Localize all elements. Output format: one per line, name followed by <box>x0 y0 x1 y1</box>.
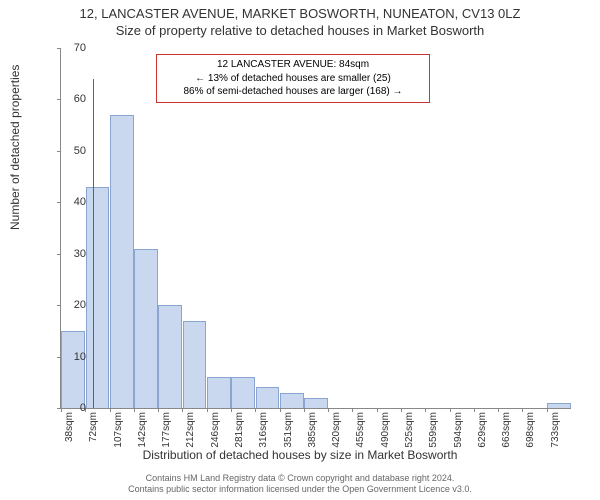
x-tick-label: 420sqm <box>331 412 342 448</box>
y-tick-label: 30 <box>46 248 86 260</box>
histogram-bar <box>280 393 304 408</box>
chart-title-line2: Size of property relative to detached ho… <box>0 21 600 38</box>
y-tick-label: 10 <box>46 351 86 363</box>
x-tick-mark <box>547 408 548 412</box>
footer-line-1: Contains HM Land Registry data © Crown c… <box>0 473 600 485</box>
x-tick-label: 629sqm <box>477 412 488 448</box>
x-tick-mark <box>280 408 281 412</box>
x-tick-label: 351sqm <box>283 412 294 448</box>
y-tick-label: 0 <box>46 402 86 414</box>
x-tick-label: 385sqm <box>307 412 318 448</box>
x-tick-label: 72sqm <box>88 412 99 442</box>
x-tick-mark <box>352 408 353 412</box>
histogram-bar <box>110 115 134 408</box>
histogram-bar <box>86 187 110 408</box>
x-tick-label: 212sqm <box>185 412 196 448</box>
x-tick-label: 177sqm <box>161 412 172 448</box>
histogram-bar <box>134 249 158 408</box>
histogram-bar <box>304 398 328 408</box>
x-tick-mark <box>158 408 159 412</box>
y-tick-label: 60 <box>46 93 86 105</box>
x-tick-mark <box>304 408 305 412</box>
chart-footer: Contains HM Land Registry data © Crown c… <box>0 473 600 496</box>
x-tick-label: 246sqm <box>210 412 221 448</box>
x-tick-label: 281sqm <box>234 412 245 448</box>
chart-plot-area: 12 LANCASTER AVENUE: 84sqm ← 13% of deta… <box>60 48 571 409</box>
x-tick-mark <box>255 408 256 412</box>
x-tick-mark <box>182 408 183 412</box>
x-tick-label: 733sqm <box>550 412 561 448</box>
x-tick-mark <box>401 408 402 412</box>
x-tick-label: 316sqm <box>258 412 269 448</box>
reference-line <box>93 79 94 408</box>
x-tick-label: 38sqm <box>64 412 75 442</box>
x-axis-label: Distribution of detached houses by size … <box>0 448 600 462</box>
histogram-bar <box>547 403 571 408</box>
x-tick-label: 142sqm <box>137 412 148 448</box>
x-tick-label: 490sqm <box>380 412 391 448</box>
x-tick-label: 663sqm <box>501 412 512 448</box>
histogram-bar <box>158 305 182 408</box>
x-tick-mark <box>328 408 329 412</box>
x-tick-label: 525sqm <box>404 412 415 448</box>
x-tick-label: 455sqm <box>355 412 366 448</box>
x-tick-mark <box>450 408 451 412</box>
info-line-2: ← 13% of detached houses are smaller (25… <box>163 72 423 86</box>
info-line-3: 86% of semi-detached houses are larger (… <box>163 85 423 99</box>
info-annotation-box: 12 LANCASTER AVENUE: 84sqm ← 13% of deta… <box>156 54 430 103</box>
x-tick-label: 107sqm <box>113 412 124 448</box>
histogram-bar <box>231 377 255 408</box>
footer-line-2: Contains public sector information licen… <box>0 484 600 496</box>
info-line-1: 12 LANCASTER AVENUE: 84sqm <box>163 58 423 72</box>
histogram-bar <box>256 387 280 408</box>
x-tick-mark <box>207 408 208 412</box>
x-tick-label: 594sqm <box>453 412 464 448</box>
x-tick-label: 559sqm <box>428 412 439 448</box>
y-axis-label: Number of detached properties <box>8 65 22 230</box>
histogram-bar <box>61 331 85 408</box>
x-tick-label: 698sqm <box>525 412 536 448</box>
histogram-bar <box>207 377 231 408</box>
x-tick-mark <box>377 408 378 412</box>
x-tick-mark <box>522 408 523 412</box>
x-tick-mark <box>474 408 475 412</box>
histogram-bar <box>183 321 207 408</box>
y-tick-label: 50 <box>46 145 86 157</box>
x-tick-mark <box>231 408 232 412</box>
y-tick-label: 40 <box>46 196 86 208</box>
x-tick-mark <box>110 408 111 412</box>
y-tick-label: 70 <box>46 42 86 54</box>
chart-title-line1: 12, LANCASTER AVENUE, MARKET BOSWORTH, N… <box>0 0 600 21</box>
x-tick-mark <box>134 408 135 412</box>
x-tick-mark <box>498 408 499 412</box>
y-tick-label: 20 <box>46 299 86 311</box>
x-tick-mark <box>425 408 426 412</box>
